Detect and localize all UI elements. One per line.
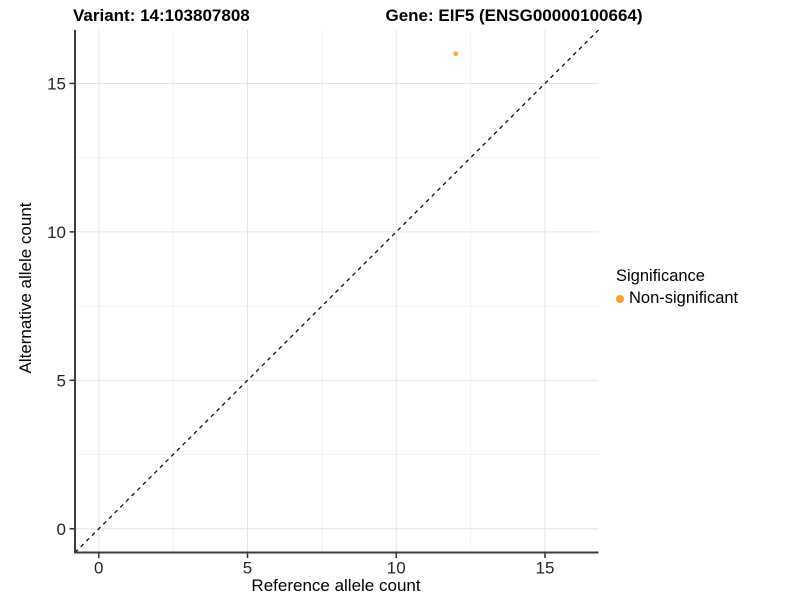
y-tick-label: 5	[57, 371, 66, 390]
legend-item: Non-significant	[616, 289, 738, 308]
plot-title-gene: Gene: EIF5 (ENSG00000100664)	[385, 6, 643, 25]
y-axis-title: Alternative allele count	[16, 202, 35, 374]
x-tick-label: 10	[387, 559, 406, 578]
x-axis-title: Reference allele count	[251, 576, 421, 595]
data-point	[453, 51, 459, 57]
legend-items: Non-significant	[616, 289, 738, 308]
y-tick-label: 15	[47, 74, 66, 93]
plot-title-variant: Variant: 14:103807808	[73, 6, 250, 25]
x-tick-label: 15	[535, 559, 554, 578]
y-tick-label: 10	[47, 223, 66, 242]
y-tick-label: 0	[57, 520, 66, 539]
identity-line	[74, 29, 599, 553]
legend-key-dot-icon	[616, 294, 624, 303]
legend-title: Significance	[616, 267, 705, 285]
x-tick-label: 5	[243, 559, 252, 578]
legend: Significance Non-significant	[616, 267, 738, 308]
x-tick-label: 0	[94, 559, 103, 578]
legend-item-label: Non-significant	[629, 289, 739, 307]
